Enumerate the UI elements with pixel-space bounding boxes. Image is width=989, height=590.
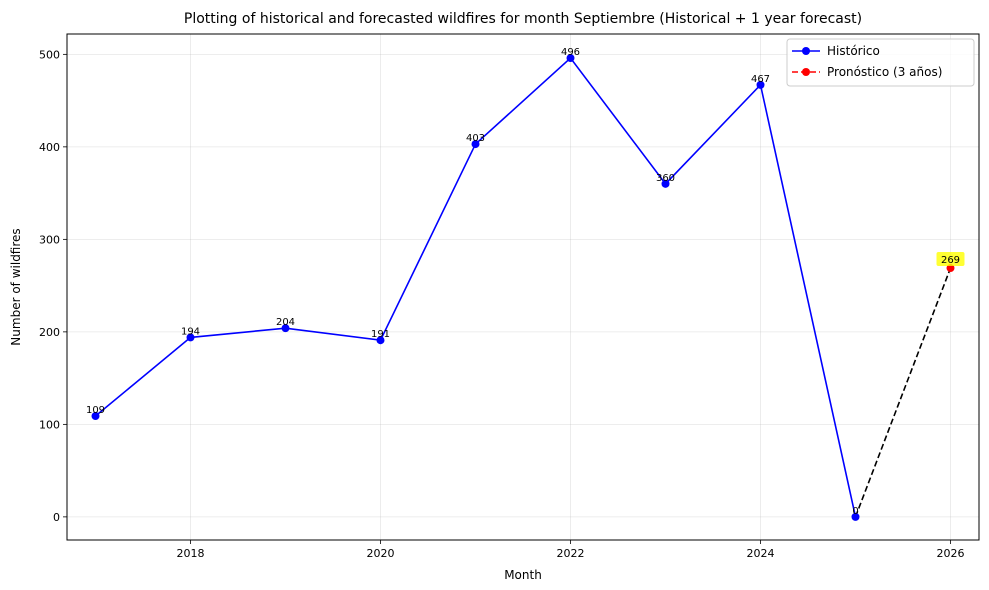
historical-data-point — [566, 54, 575, 63]
y-tick-label: 400 — [39, 141, 60, 154]
grid — [67, 34, 979, 540]
y-tick-label: 0 — [53, 511, 60, 524]
historical-data-label: 194 — [181, 326, 200, 337]
x-axis-label: Month — [504, 568, 542, 582]
historical-data-label: 496 — [561, 47, 580, 58]
historical-data-point — [756, 80, 765, 89]
legend: Histórico Pronóstico (3 años) — [786, 38, 975, 87]
x-tick-label: 2026 — [937, 547, 965, 560]
historical-data-label: 403 — [466, 133, 485, 144]
y-tick-label: 200 — [39, 326, 60, 339]
historical-data-point — [471, 140, 480, 149]
historical-data-label: 109 — [86, 405, 105, 416]
plot-frame — [66, 33, 980, 541]
x-tick-label: 2018 — [177, 547, 205, 560]
historical-data-label: 204 — [276, 317, 295, 328]
historical-series-line — [94, 56, 857, 518]
y-axis-label: Number of wildfires — [9, 228, 23, 345]
historical-data-point — [186, 333, 195, 342]
y-tick-label: 500 — [39, 48, 60, 61]
legend-marker-historical — [802, 47, 810, 55]
y-tick-label: 100 — [39, 418, 60, 431]
ticks: 2018 2020 2022 2024 2026 0 100 200 300 400 500 — [39, 48, 965, 560]
legend-label-historical: Histórico — [827, 44, 880, 58]
historical-data-label: 191 — [371, 329, 390, 340]
legend-label-forecast: Pronóstico (3 años) — [827, 65, 942, 79]
x-tick-label: 2022 — [557, 547, 585, 560]
legend-marker-forecast — [802, 68, 810, 76]
historical-data-point — [376, 336, 385, 345]
legend-box — [786, 38, 975, 87]
x-tick-label: 2024 — [747, 547, 775, 560]
historical-data-point — [661, 179, 670, 188]
x-tick-label: 2020 — [367, 547, 395, 560]
historical-data-label: 467 — [751, 74, 770, 85]
historical-data-label: 360 — [656, 173, 675, 184]
y-tick-label: 300 — [39, 233, 60, 246]
forecast-series-line — [854, 267, 952, 518]
forecast-label-highlight — [936, 252, 965, 267]
historical-data-point — [91, 412, 100, 421]
historical-data-point — [851, 512, 860, 521]
series-layer: 109 194 204 191 403 496 360 467 0 269 — [86, 47, 965, 521]
forecast-data-label: 269 — [941, 255, 960, 266]
historical-data-point — [281, 324, 290, 333]
historical-data-label: 0 — [852, 506, 858, 517]
chart-title: Plotting of historical and forecasted wi… — [184, 11, 862, 27]
